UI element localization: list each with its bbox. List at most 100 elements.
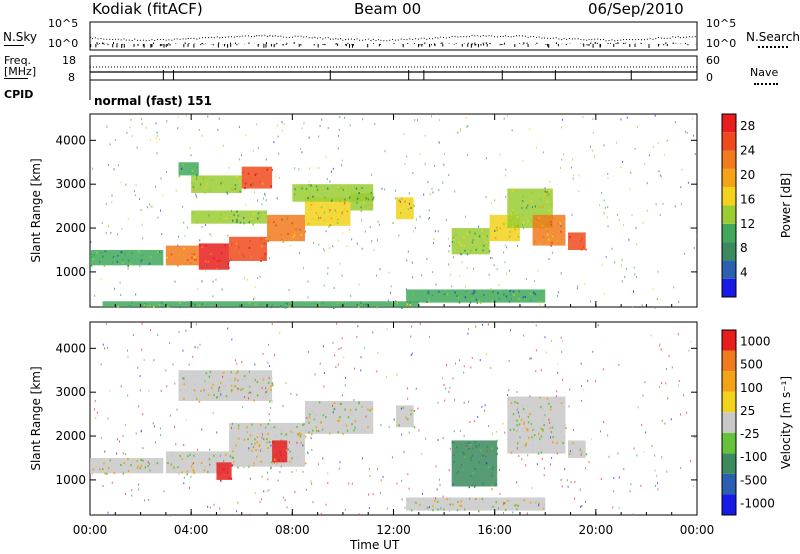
data-speck [337, 218, 339, 221]
noise-speck [142, 413, 144, 416]
data-speck [548, 189, 551, 192]
data-speck [259, 424, 262, 427]
noise-speck [141, 122, 143, 125]
data-speck [495, 475, 498, 478]
data-speck [267, 389, 269, 392]
data-speck [236, 220, 238, 223]
noise-speck [614, 261, 616, 264]
colorbar-swatch [722, 494, 736, 515]
data-speck [557, 235, 559, 238]
noise-speck [511, 129, 513, 132]
nsearch-trace [89, 34, 698, 42]
data-speck [292, 432, 294, 435]
data-speck [207, 470, 209, 473]
y-tick-label: 1000 [55, 265, 86, 279]
noise-speck [388, 425, 390, 428]
noise-speck [486, 235, 488, 238]
nsky-axis-box [89, 21, 698, 51]
noise-speck [270, 406, 272, 409]
data-speck [214, 462, 217, 465]
data-speck [409, 303, 412, 306]
noise-speck [477, 415, 479, 418]
colorbar-tick-label: 24 [740, 144, 755, 158]
noise-speck [218, 117, 220, 120]
data-speck [173, 466, 175, 469]
data-speck [290, 304, 292, 307]
data-speck [275, 224, 277, 227]
data-speck [518, 290, 520, 293]
data-speck [512, 290, 515, 293]
data-speck [474, 467, 477, 470]
noise-speck [254, 492, 256, 495]
noise-speck [607, 172, 609, 175]
data-speck [315, 426, 318, 429]
data-region [396, 405, 414, 428]
noise-speck [277, 135, 279, 138]
data-speck [533, 240, 536, 243]
noise-speck [545, 351, 547, 354]
data-speck [457, 297, 459, 300]
data-speck [410, 413, 412, 416]
noise-speck [148, 203, 150, 206]
data-speck [249, 239, 252, 242]
noise-speck [348, 228, 350, 231]
data-speck [279, 451, 282, 454]
data-speck [356, 201, 358, 204]
data-speck [233, 214, 235, 217]
noise-speck [218, 386, 220, 389]
noise-speck [541, 290, 543, 293]
data-speck [472, 447, 474, 450]
data-speck [475, 444, 477, 447]
noise-speck [286, 506, 288, 509]
noise-speck [536, 463, 538, 466]
data-speck [531, 436, 533, 439]
noise-speck [392, 222, 394, 225]
noise-speck [109, 143, 111, 146]
noise-speck [124, 253, 126, 256]
noise-speck [317, 463, 319, 466]
data-speck [428, 299, 430, 302]
noise-speck [504, 261, 506, 264]
noise-speck [469, 421, 471, 424]
data-speck [543, 193, 546, 196]
data-speck [193, 188, 196, 191]
noise-speck [94, 399, 96, 402]
noise-speck [553, 232, 555, 235]
noise-speck [384, 188, 386, 191]
noise-speck [254, 286, 256, 289]
data-speck [232, 456, 235, 459]
data-speck [538, 217, 540, 220]
noise-speck [656, 474, 658, 477]
noise-speck [417, 119, 419, 122]
noise-speck [557, 362, 559, 365]
noise-speck [152, 422, 154, 425]
data-speck [449, 503, 452, 506]
noise-speck [693, 134, 695, 137]
noise-speck [337, 363, 339, 366]
data-speck [167, 462, 169, 465]
noise-speck [478, 225, 480, 228]
noise-speck [151, 205, 153, 208]
noise-speck [642, 221, 644, 224]
noise-speck [693, 246, 695, 249]
noise-speck [309, 167, 311, 170]
noise-speck [671, 366, 673, 369]
data-speck [229, 379, 232, 382]
data-speck [112, 255, 115, 258]
data-speck [203, 396, 206, 399]
data-speck [171, 454, 173, 457]
noise-speck [429, 193, 431, 196]
noise-speck [183, 476, 185, 479]
data-region [198, 243, 230, 270]
data-speck [371, 407, 373, 410]
noise-speck [265, 387, 267, 390]
data-speck [212, 390, 214, 393]
data-speck [315, 211, 318, 214]
noise-speck [307, 452, 309, 455]
data-speck [257, 449, 259, 452]
noise-speck [516, 401, 518, 404]
noise-speck [227, 192, 229, 195]
noise-speck [442, 437, 444, 440]
data-speck [311, 429, 314, 432]
noise-speck [125, 453, 127, 456]
